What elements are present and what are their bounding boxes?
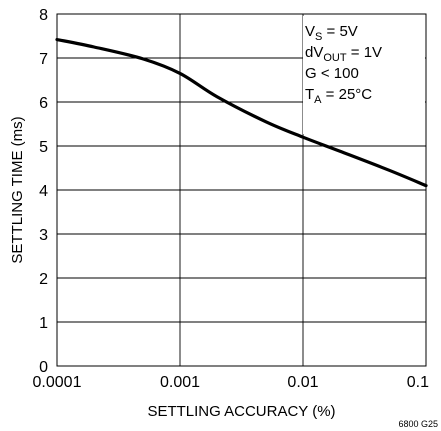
annotation-line-0: VS = 5V (305, 23, 358, 43)
y-tick-label-0: 0 (39, 359, 48, 376)
annotation-line-1: dVOUT = 1V (305, 44, 382, 64)
annotation-main-0: V (305, 23, 315, 40)
plot-frame (56, 13, 427, 367)
y-tick-label-7: 7 (39, 51, 48, 68)
y-tick-label-2: 2 (39, 271, 48, 288)
annotation-main-1: dV (305, 44, 323, 61)
y-tick-label-5: 5 (39, 139, 48, 156)
figure-id: 6800 G25 (398, 419, 438, 429)
annotation-subscript-1: OUT (323, 52, 347, 64)
y-tick-label-8: 8 (39, 7, 48, 24)
y-tick-label-6: 6 (39, 95, 48, 112)
y-tick-label-1: 1 (39, 315, 48, 332)
annotation-subscript-3: A (314, 94, 322, 106)
annotation-line-2: G < 100 (305, 65, 359, 82)
series-line-0 (55, 37, 428, 188)
annotation-background (303, 16, 425, 134)
x-tick-label-2: 0.01 (287, 374, 318, 391)
series-lines (55, 37, 428, 188)
x-axis-title: SETTLING ACCURACY (%) (147, 403, 335, 420)
annotation-line-3: TA = 25°C (305, 86, 372, 106)
annotation-rest-1: = 1V (347, 44, 382, 61)
annotation-main-3: T (305, 86, 314, 103)
x-tick-label-0: 0.0001 (33, 374, 82, 391)
annotation-rest-0: = 5V (322, 23, 357, 40)
x-tick-labels: 0.0001 0.001 0.01 0.1 (33, 374, 430, 391)
annotation-main-2: G < 100 (305, 65, 359, 82)
grid-lines (57, 14, 426, 366)
annotation-subscript-0: S (315, 31, 322, 43)
x-tick-label-3: 0.1 (407, 374, 429, 391)
x-tick-label-1: 0.001 (160, 374, 200, 391)
y-tick-label-3: 3 (39, 227, 48, 244)
y-axis-title: SETTLING TIME (ms) (9, 116, 26, 263)
y-tick-labels: 0 1 2 3 4 5 6 7 8 (39, 7, 48, 376)
y-tick-label-4: 4 (39, 183, 48, 200)
annotation-rest-3: = 25°C (322, 86, 373, 103)
